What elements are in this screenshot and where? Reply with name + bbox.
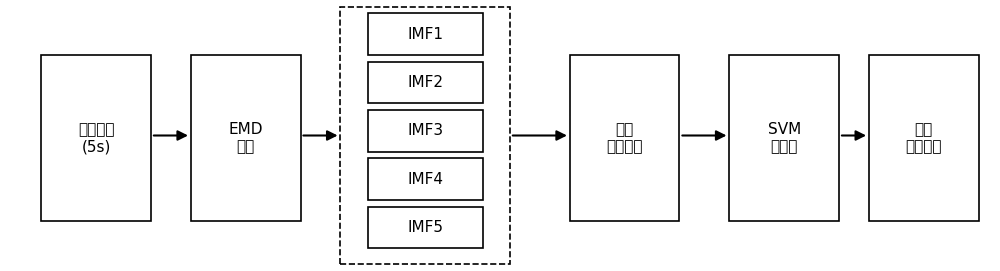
FancyBboxPatch shape — [570, 55, 679, 221]
FancyBboxPatch shape — [368, 14, 483, 55]
FancyBboxPatch shape — [368, 62, 483, 103]
Text: 多维
特征提取: 多维 特征提取 — [606, 122, 643, 154]
FancyBboxPatch shape — [41, 55, 151, 221]
FancyBboxPatch shape — [869, 55, 979, 221]
FancyBboxPatch shape — [368, 207, 483, 248]
FancyBboxPatch shape — [368, 110, 483, 151]
Text: SVM
分类器: SVM 分类器 — [768, 122, 801, 154]
Text: 情绪
识别结果: 情绪 识别结果 — [906, 122, 942, 154]
Text: EMD
分解: EMD 分解 — [228, 122, 263, 154]
Text: IMF3: IMF3 — [407, 123, 443, 138]
FancyBboxPatch shape — [368, 158, 483, 200]
Text: IMF4: IMF4 — [407, 172, 443, 187]
FancyBboxPatch shape — [729, 55, 839, 221]
Text: IMF5: IMF5 — [407, 220, 443, 235]
FancyBboxPatch shape — [340, 7, 510, 264]
Text: IMF2: IMF2 — [407, 75, 443, 90]
Text: IMF1: IMF1 — [407, 27, 443, 42]
Text: 脑电信号
(5s): 脑电信号 (5s) — [78, 122, 114, 154]
FancyBboxPatch shape — [191, 55, 301, 221]
